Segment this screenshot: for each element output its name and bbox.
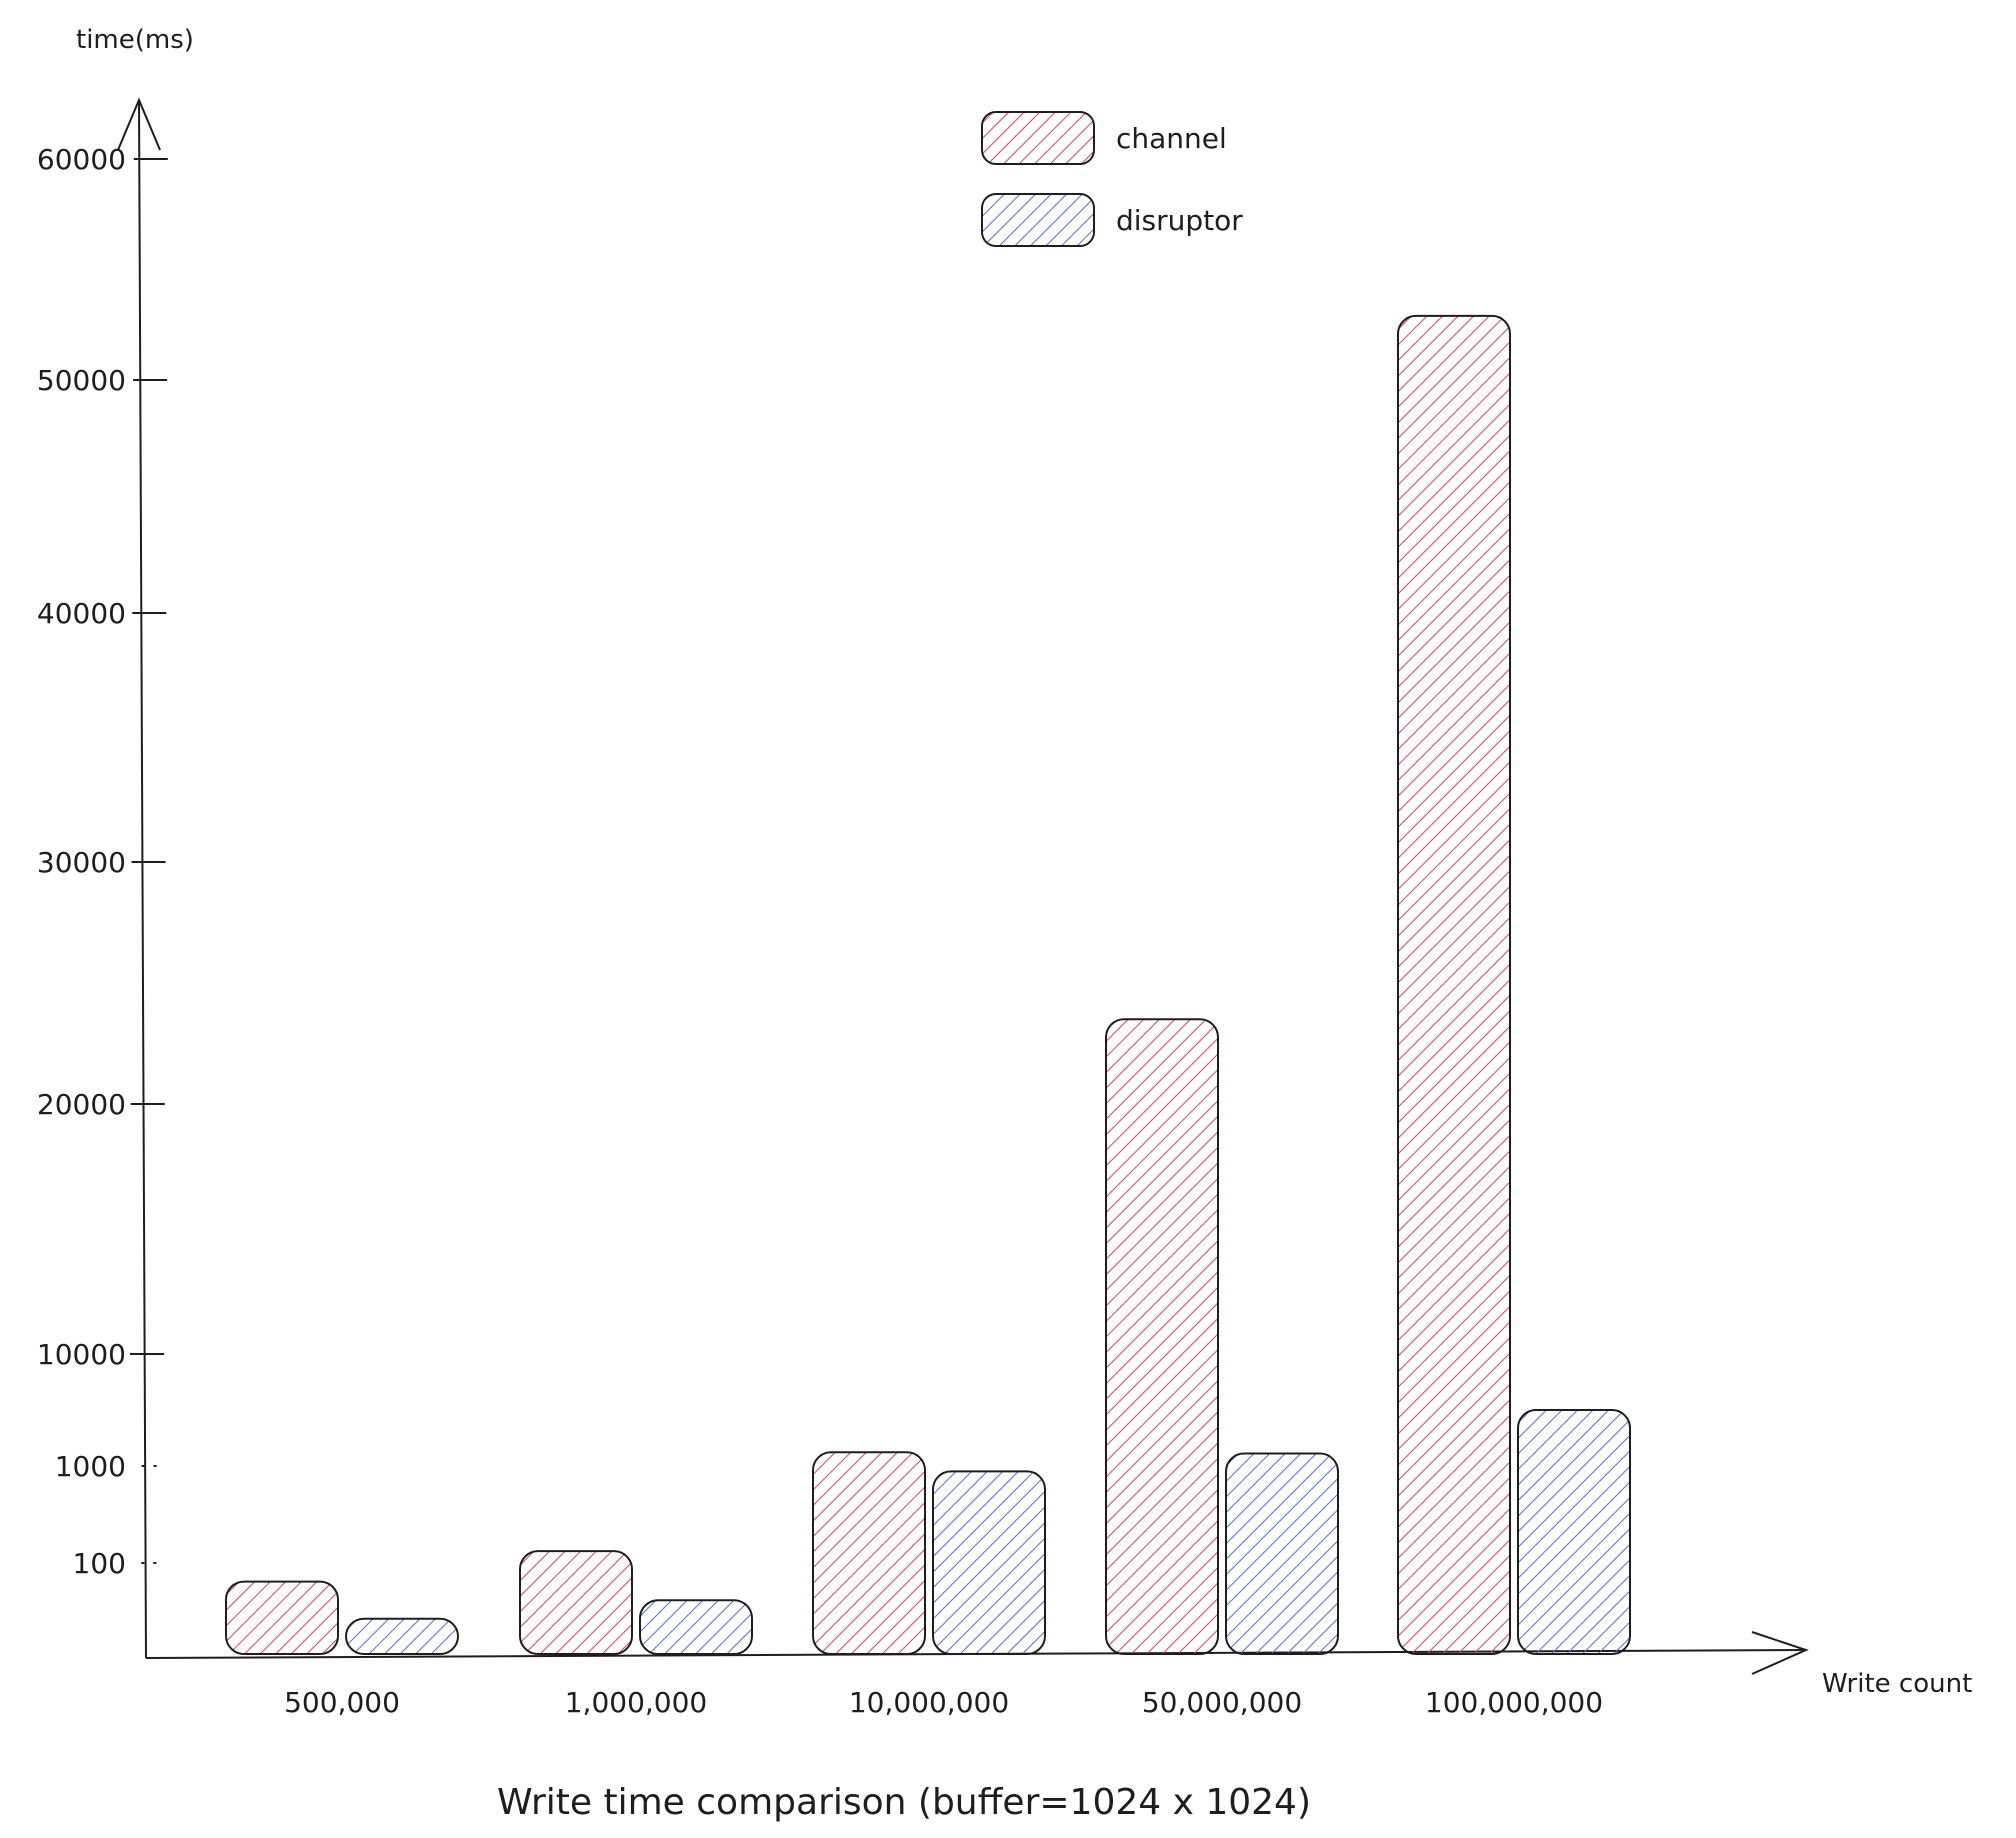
- bar-channel-3: [1105, 1018, 1219, 1655]
- legend-label-channel: channel: [1116, 122, 1227, 155]
- y-tick-label: 10000: [37, 1338, 126, 1371]
- category-label: 100,000,000: [1425, 1686, 1603, 1719]
- y-axis-title: time(ms): [76, 25, 194, 55]
- bar-disruptor-3: [1225, 1452, 1339, 1655]
- bar-channel-1: [519, 1550, 633, 1655]
- category-label: 10,000,000: [849, 1686, 1009, 1719]
- bar-disruptor-0: [345, 1617, 459, 1656]
- y-tick-label: 20000: [37, 1088, 126, 1121]
- y-tick-label: 1000: [55, 1450, 126, 1483]
- legend-label-disruptor: disruptor: [1116, 204, 1243, 237]
- legend-swatch-channel: [981, 111, 1095, 165]
- bar-disruptor-4: [1517, 1409, 1631, 1655]
- y-tick-label: 100: [73, 1547, 126, 1580]
- y-tick-label: 50000: [37, 364, 126, 397]
- y-tick-label: 60000: [37, 143, 126, 176]
- y-tick-label: 40000: [37, 597, 126, 630]
- bar-channel-4: [1397, 314, 1511, 1655]
- category-label: 500,000: [284, 1686, 400, 1719]
- bar-disruptor-2: [932, 1470, 1046, 1656]
- bars: [225, 314, 1631, 1656]
- legend-swatch-disruptor: [981, 193, 1095, 247]
- y-tick-label: 30000: [37, 846, 126, 879]
- bar-channel-2: [812, 1451, 926, 1656]
- chart-title: Write time comparison (buffer=1024 x 102…: [497, 1782, 1311, 1823]
- category-label: 1,000,000: [565, 1686, 708, 1719]
- legend: channel disruptor: [981, 111, 1243, 247]
- category-label: 50,000,000: [1142, 1686, 1302, 1719]
- y-axis-arrow: [117, 97, 161, 151]
- y-axis-line: [138, 99, 147, 1659]
- bar-channel-0: [225, 1580, 339, 1655]
- y-ticks: 100 1000 10000 20000 30000 40000 50000 60000: [37, 143, 168, 1580]
- category-labels: 500,000 1,000,000 10,000,000 50,000,000 100,…: [284, 1686, 1603, 1719]
- x-axis-title: Write count: [1822, 1669, 1972, 1699]
- bar-disruptor-1: [639, 1599, 753, 1655]
- x-axis-arrow: [1751, 1631, 1809, 1675]
